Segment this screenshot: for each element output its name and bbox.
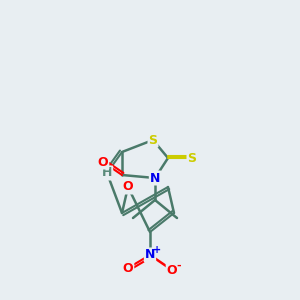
Text: N: N: [150, 172, 160, 184]
Text: O: O: [123, 262, 133, 275]
Text: S: S: [148, 134, 158, 146]
Text: +: +: [153, 245, 161, 255]
Text: -: -: [177, 261, 181, 271]
Text: H: H: [102, 167, 112, 179]
Text: S: S: [188, 152, 196, 164]
Text: N: N: [145, 248, 155, 262]
Text: O: O: [123, 181, 133, 194]
Text: O: O: [167, 263, 177, 277]
Text: O: O: [98, 155, 108, 169]
